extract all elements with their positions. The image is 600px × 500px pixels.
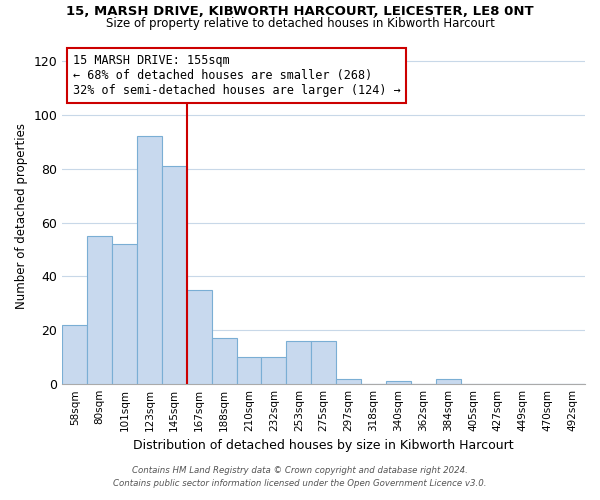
Bar: [236, 357, 262, 384]
Text: Contains HM Land Registry data © Crown copyright and database right 2024.
Contai: Contains HM Land Registry data © Crown c…: [113, 466, 487, 487]
Bar: [162, 166, 187, 384]
Y-axis label: Number of detached properties: Number of detached properties: [15, 123, 28, 309]
Bar: [311, 341, 336, 384]
Bar: [187, 290, 212, 384]
Bar: [262, 357, 286, 384]
Bar: [62, 325, 87, 384]
X-axis label: Distribution of detached houses by size in Kibworth Harcourt: Distribution of detached houses by size …: [133, 440, 514, 452]
Bar: [436, 379, 461, 384]
Bar: [386, 382, 411, 384]
Bar: [286, 341, 311, 384]
Text: 15 MARSH DRIVE: 155sqm
← 68% of detached houses are smaller (268)
32% of semi-de: 15 MARSH DRIVE: 155sqm ← 68% of detached…: [73, 54, 400, 97]
Bar: [137, 136, 162, 384]
Bar: [112, 244, 137, 384]
Text: Size of property relative to detached houses in Kibworth Harcourt: Size of property relative to detached ho…: [106, 18, 494, 30]
Bar: [87, 236, 112, 384]
Text: 15, MARSH DRIVE, KIBWORTH HARCOURT, LEICESTER, LE8 0NT: 15, MARSH DRIVE, KIBWORTH HARCOURT, LEIC…: [66, 5, 534, 18]
Bar: [336, 379, 361, 384]
Bar: [212, 338, 236, 384]
